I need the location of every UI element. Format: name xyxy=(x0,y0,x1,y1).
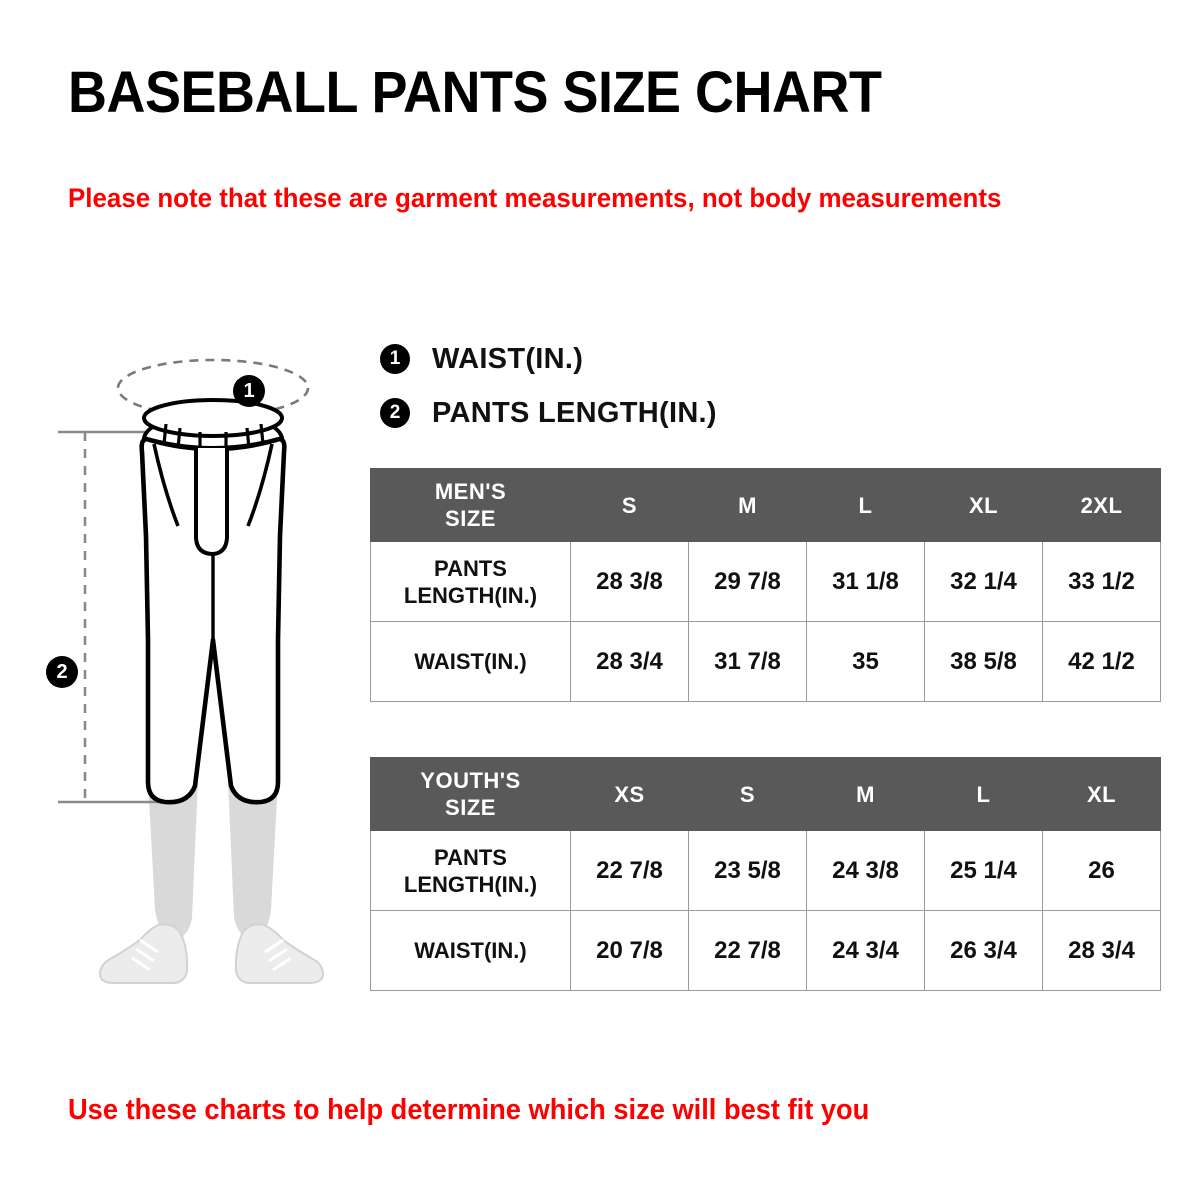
table-row: PANTS LENGTH(IN.) 22 7/8 23 5/8 24 3/8 2… xyxy=(370,830,1161,911)
mens-pants-length-xl: 32 1/4 xyxy=(924,541,1043,622)
illustration-marker-1-icon: 1 xyxy=(233,375,265,407)
mens-col-header-xl: XL xyxy=(924,468,1043,542)
mens-corner-line1: MEN'S xyxy=(434,479,507,504)
footer-note: Use these charts to help determine which… xyxy=(68,1094,870,1126)
youths-corner-line1: YOUTH'S xyxy=(420,768,521,793)
youths-table-corner-header: YOUTH'S SIZE xyxy=(370,757,571,831)
youths-pants-length-m: 24 3/8 xyxy=(806,830,925,911)
youths-col-header-xs: XS xyxy=(570,757,689,831)
youths-row-label-waist: WAIST(IN.) xyxy=(370,910,571,991)
youths-col-header-l: L xyxy=(924,757,1043,831)
fly-shape xyxy=(194,448,229,556)
mens-waist-m: 31 7/8 xyxy=(688,621,807,702)
legend-label-pants-length: PANTS LENGTH(IN.) xyxy=(432,396,717,429)
youths-table-header-row: YOUTH'S SIZE XS S M L XL xyxy=(370,757,1161,831)
youths-pants-length-l: 25 1/4 xyxy=(924,830,1043,911)
mens-col-header-2xl: 2XL xyxy=(1042,468,1161,542)
mens-row-label-pants-length: PANTS LENGTH(IN.) xyxy=(370,541,571,622)
marker-2-badge-icon: 2 xyxy=(380,398,410,428)
mens-pants-length-s: 28 3/8 xyxy=(570,541,689,622)
mens-table-corner-header: MEN'S SIZE xyxy=(370,468,571,542)
legend-item-waist: 1 WAIST(IN.) xyxy=(380,336,717,382)
page-title: BASEBALL PANTS SIZE CHART xyxy=(68,60,882,125)
legend-label-waist: WAIST(IN.) xyxy=(432,342,584,375)
mens-pants-length-m: 29 7/8 xyxy=(688,541,807,622)
youths-col-header-xl: XL xyxy=(1042,757,1161,831)
pants-illustration: 1 2 xyxy=(30,340,370,1020)
legend-item-pants-length: 2 PANTS LENGTH(IN.) xyxy=(380,390,717,436)
mens-row0-label-line2: LENGTH(IN.) xyxy=(403,582,538,608)
youths-col-header-m: M xyxy=(806,757,925,831)
youths-pants-length-xl: 26 xyxy=(1042,830,1161,911)
youths-pants-length-s: 23 5/8 xyxy=(688,830,807,911)
youths-size-table: YOUTH'S SIZE XS S M L XL PANTS LENGTH(IN… xyxy=(370,757,1161,991)
legs-socks-shape xyxy=(148,780,278,939)
measurement-note: Please note that these are garment measu… xyxy=(68,183,1002,213)
mens-row-label-waist: WAIST(IN.) xyxy=(370,621,571,702)
youths-waist-xl: 28 3/4 xyxy=(1042,910,1161,991)
belt-loop-shapes xyxy=(162,423,265,452)
mens-waist-l: 35 xyxy=(806,621,925,702)
legend: 1 WAIST(IN.) 2 PANTS LENGTH(IN.) xyxy=(380,336,717,444)
mens-pants-length-l: 31 1/8 xyxy=(806,541,925,622)
mens-col-header-m: M xyxy=(688,468,807,542)
youths-col-header-s: S xyxy=(688,757,807,831)
marker-1-badge-icon: 1 xyxy=(380,344,410,374)
mens-table-header-row: MEN'S SIZE S M L XL 2XL xyxy=(370,468,1161,542)
youths-waist-s: 22 7/8 xyxy=(688,910,807,991)
mens-row0-label-line1: PANTS xyxy=(434,555,507,581)
length-measure-guides-icon xyxy=(58,430,160,804)
pocket-line-shapes xyxy=(152,443,274,527)
youths-row-label-pants-length: PANTS LENGTH(IN.) xyxy=(370,830,571,911)
youths-waist-l: 26 3/4 xyxy=(924,910,1043,991)
mens-waist-s: 28 3/4 xyxy=(570,621,689,702)
table-row: WAIST(IN.) 20 7/8 22 7/8 24 3/4 26 3/4 2… xyxy=(370,910,1161,991)
table-row: PANTS LENGTH(IN.) 28 3/8 29 7/8 31 1/8 3… xyxy=(370,541,1161,622)
table-row: WAIST(IN.) 28 3/4 31 7/8 35 38 5/8 42 1/… xyxy=(370,621,1161,702)
youths-row0-label-line2: LENGTH(IN.) xyxy=(403,871,538,897)
youths-corner-line2: SIZE xyxy=(445,795,496,820)
mens-pants-length-2xl: 33 1/2 xyxy=(1042,541,1161,622)
mens-size-table: MEN'S SIZE S M L XL 2XL PANTS LENGTH(IN.… xyxy=(370,468,1161,702)
mens-waist-2xl: 42 1/2 xyxy=(1042,621,1161,702)
mens-col-header-l: L xyxy=(806,468,925,542)
youths-waist-xs: 20 7/8 xyxy=(570,910,689,991)
youths-pants-length-xs: 22 7/8 xyxy=(570,830,689,911)
sneaker-shapes xyxy=(98,923,325,984)
mens-col-header-s: S xyxy=(570,468,689,542)
mens-waist-xl: 38 5/8 xyxy=(924,621,1043,702)
mens-corner-line2: SIZE xyxy=(445,506,496,531)
youths-waist-m: 24 3/4 xyxy=(806,910,925,991)
illustration-marker-2-icon: 2 xyxy=(46,656,78,688)
youths-row0-label-line1: PANTS xyxy=(434,844,507,870)
